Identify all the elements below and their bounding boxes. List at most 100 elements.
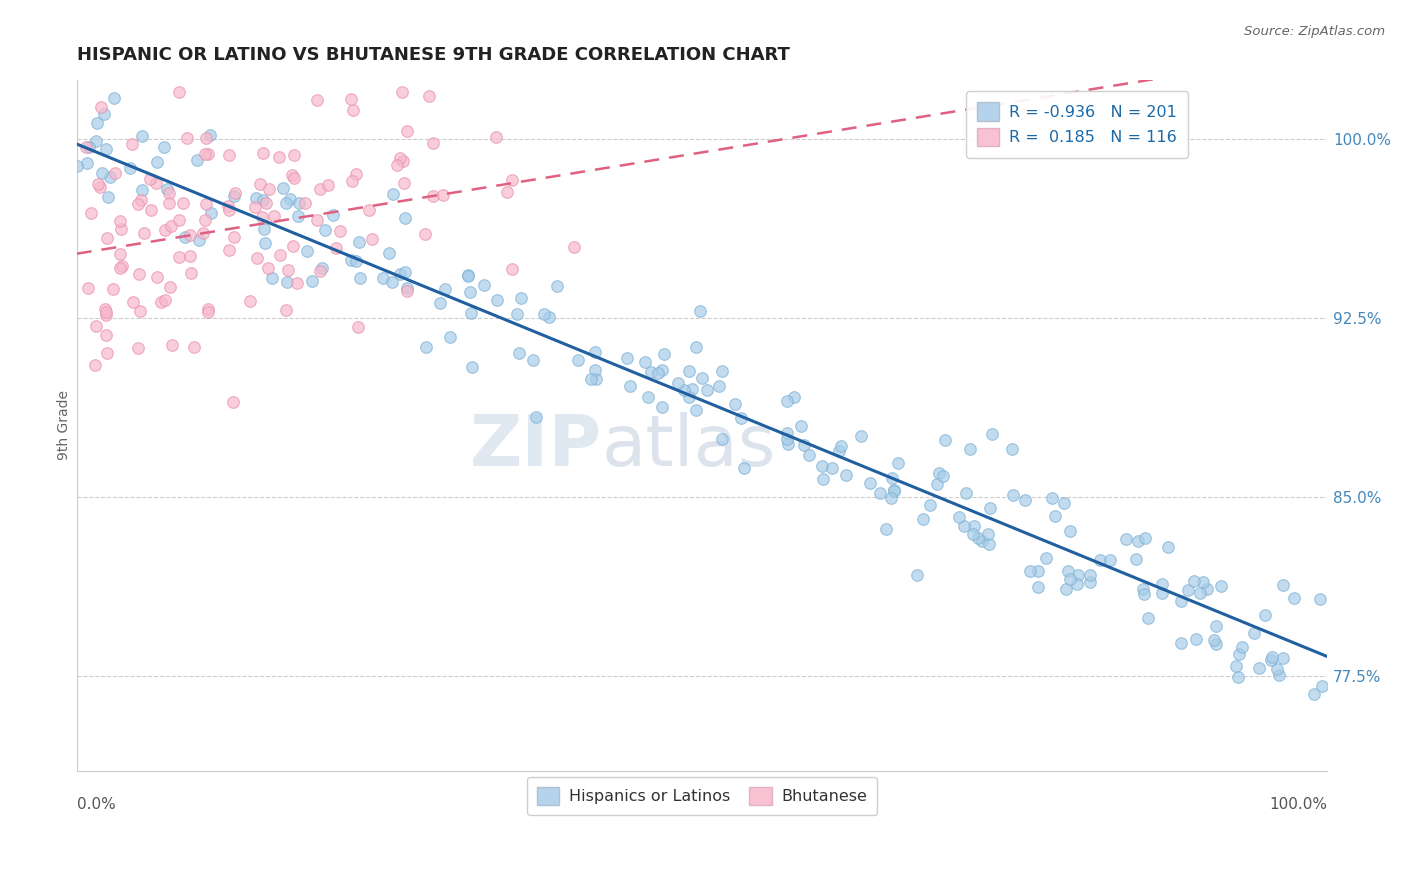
- Point: [1078, 568, 1101, 582]
- Point: [1170, 636, 1192, 650]
- Point: [391, 85, 413, 99]
- Point: [218, 244, 240, 258]
- Y-axis label: 9th Grade: 9th Grade: [58, 391, 72, 460]
- Point: [167, 212, 190, 227]
- Point: [329, 224, 352, 238]
- Point: [97, 190, 120, 204]
- Point: [849, 429, 872, 443]
- Point: [276, 302, 298, 317]
- Point: [457, 268, 479, 283]
- Point: [76, 281, 98, 295]
- Point: [970, 533, 993, 548]
- Point: [724, 397, 747, 411]
- Point: [619, 379, 641, 393]
- Point: [1002, 488, 1025, 502]
- Point: [1018, 565, 1040, 579]
- Point: [145, 176, 167, 190]
- Point: [647, 366, 669, 380]
- Point: [472, 278, 495, 293]
- Point: [294, 196, 316, 211]
- Point: [730, 410, 752, 425]
- Point: [110, 214, 132, 228]
- Point: [172, 195, 194, 210]
- Point: [243, 200, 266, 214]
- Point: [194, 147, 217, 161]
- Point: [1152, 577, 1174, 591]
- Point: [246, 252, 269, 266]
- Point: [79, 140, 101, 154]
- Point: [583, 362, 606, 376]
- Point: [439, 330, 461, 344]
- Point: [127, 197, 149, 211]
- Point: [979, 500, 1001, 515]
- Point: [633, 355, 655, 369]
- Point: [394, 211, 416, 225]
- Point: [146, 154, 169, 169]
- Point: [979, 537, 1001, 551]
- Point: [260, 271, 283, 285]
- Point: [1272, 578, 1295, 592]
- Point: [269, 150, 291, 164]
- Point: [793, 438, 815, 452]
- Point: [167, 251, 190, 265]
- Point: [139, 171, 162, 186]
- Point: [432, 188, 454, 202]
- Point: [84, 134, 107, 148]
- Point: [1177, 582, 1199, 597]
- Point: [392, 154, 415, 169]
- Point: [776, 425, 799, 440]
- Point: [1057, 564, 1080, 578]
- Point: [1135, 531, 1157, 545]
- Point: [91, 166, 114, 180]
- Point: [340, 92, 363, 106]
- Text: atlas: atlas: [602, 411, 776, 481]
- Point: [1243, 625, 1265, 640]
- Point: [579, 372, 602, 386]
- Point: [458, 285, 481, 299]
- Point: [811, 472, 834, 486]
- Point: [828, 444, 851, 458]
- Point: [1272, 650, 1295, 665]
- Point: [790, 419, 813, 434]
- Point: [121, 295, 143, 310]
- Point: [678, 390, 700, 404]
- Point: [86, 116, 108, 130]
- Legend: Hispanics or Latinos, Bhutanese: Hispanics or Latinos, Bhutanese: [527, 777, 877, 815]
- Point: [94, 328, 117, 343]
- Point: [1125, 552, 1147, 566]
- Point: [285, 276, 308, 290]
- Point: [307, 93, 329, 107]
- Point: [280, 192, 302, 206]
- Point: [959, 442, 981, 456]
- Point: [155, 223, 177, 237]
- Point: [110, 222, 132, 236]
- Point: [156, 182, 179, 196]
- Point: [1156, 540, 1178, 554]
- Point: [637, 390, 659, 404]
- Point: [1225, 659, 1247, 673]
- Point: [87, 177, 110, 191]
- Point: [276, 276, 298, 290]
- Point: [394, 265, 416, 279]
- Point: [197, 301, 219, 316]
- Point: [152, 140, 174, 154]
- Point: [524, 409, 547, 424]
- Point: [1310, 680, 1333, 694]
- Text: 0.0%: 0.0%: [77, 797, 115, 813]
- Point: [821, 461, 844, 475]
- Point: [389, 151, 412, 165]
- Point: [1137, 611, 1160, 625]
- Point: [274, 195, 297, 210]
- Point: [139, 203, 162, 218]
- Point: [103, 90, 125, 104]
- Point: [1090, 553, 1112, 567]
- Point: [318, 178, 340, 193]
- Point: [1230, 640, 1253, 655]
- Point: [880, 491, 903, 505]
- Point: [1188, 586, 1211, 600]
- Point: [1099, 553, 1122, 567]
- Point: [810, 459, 832, 474]
- Point: [197, 304, 219, 318]
- Point: [501, 261, 523, 276]
- Point: [1001, 442, 1024, 457]
